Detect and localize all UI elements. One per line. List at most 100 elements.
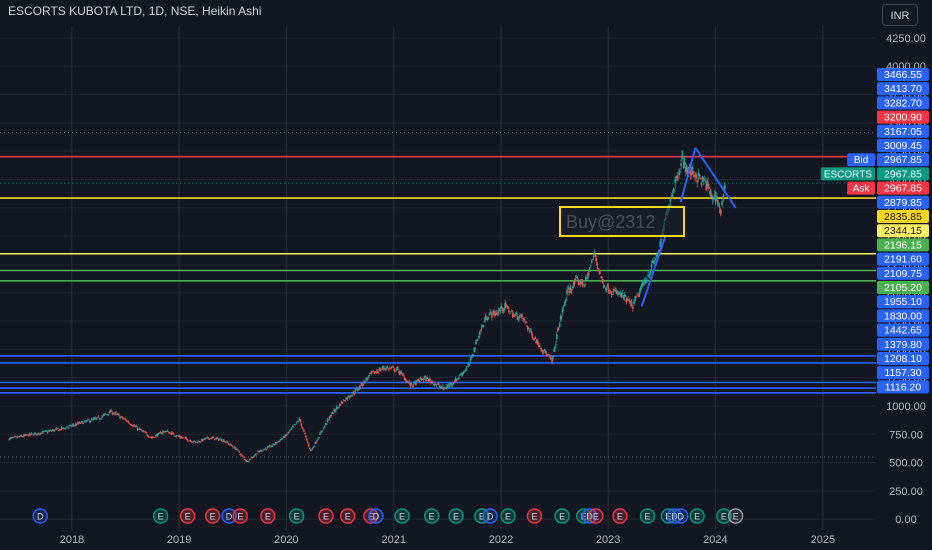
candle-body — [85, 421, 87, 423]
candle-body — [31, 433, 34, 435]
candle-body — [490, 312, 492, 313]
price-tags: 3466.55 3413.70 3282.70 3200.90 3167.05 3009.… — [820, 68, 929, 394]
candle-body — [396, 367, 398, 369]
candle-body — [652, 262, 655, 264]
event-letter: D — [37, 512, 44, 522]
candle-body — [223, 440, 225, 442]
candle-body — [569, 287, 571, 290]
candle-body — [137, 428, 140, 430]
candle-body — [407, 382, 410, 383]
candle-body — [194, 441, 196, 442]
candle-body — [238, 451, 241, 453]
candle-body — [657, 252, 660, 254]
candle-body — [722, 195, 725, 200]
candle-body — [612, 290, 614, 293]
candle-body — [509, 311, 512, 313]
candle-body — [432, 384, 435, 386]
candle-body — [706, 181, 708, 186]
candle-body — [381, 368, 383, 370]
candle-body — [252, 456, 255, 458]
candle-body — [570, 288, 572, 290]
candle-body — [184, 437, 187, 439]
candle-body — [311, 447, 314, 450]
candle-body — [356, 388, 358, 390]
candle-body — [488, 314, 491, 316]
candle-body — [86, 420, 88, 422]
candle-body — [367, 378, 369, 380]
candle-body — [318, 437, 321, 439]
candles — [8, 150, 726, 463]
candle-body — [239, 453, 242, 455]
currency-selector[interactable]: INR — [882, 4, 918, 26]
price-tag — [877, 295, 929, 309]
candle-body — [715, 196, 718, 200]
candle-body — [492, 310, 494, 315]
candle-body — [675, 175, 678, 178]
candle-body — [431, 381, 433, 383]
price-badge-label: ESCORTS — [824, 169, 872, 180]
candle-body — [485, 318, 488, 320]
price-axis-tick: 500.00 — [889, 458, 923, 470]
candle-body — [560, 316, 563, 318]
candle-body — [101, 416, 103, 418]
candle-body — [414, 381, 416, 383]
trendline — [694, 147, 737, 209]
candle-body — [423, 376, 426, 378]
candle-body — [649, 273, 651, 276]
candle-body — [113, 413, 116, 415]
earnings-icon — [423, 508, 440, 524]
candle-body — [526, 327, 529, 330]
candle-body — [595, 258, 598, 262]
candle-body — [464, 370, 467, 371]
candle-body — [166, 430, 169, 432]
candle-body — [681, 156, 683, 159]
candle-body — [160, 433, 163, 435]
trendline — [640, 235, 667, 307]
candle-body — [635, 296, 638, 298]
candle-body — [119, 416, 121, 419]
candle-body — [71, 425, 73, 427]
candle-body — [212, 437, 214, 439]
candle-body — [578, 282, 581, 284]
candle-body — [359, 387, 362, 388]
candle-body — [104, 413, 107, 415]
candle-body — [237, 449, 239, 451]
event-letter: D — [373, 512, 380, 522]
candle-body — [345, 397, 348, 400]
candle-body — [615, 290, 617, 292]
candle-body — [293, 424, 296, 425]
earnings-icon — [639, 508, 656, 524]
candle-body — [494, 313, 497, 314]
candle-body — [479, 331, 481, 335]
price-tag — [877, 210, 929, 223]
candle-body — [97, 416, 100, 418]
candle-body — [337, 406, 339, 408]
candle-body — [171, 432, 174, 434]
candle-body — [636, 292, 639, 295]
candle-body — [271, 446, 274, 447]
candle-body — [462, 372, 464, 375]
candle-body — [646, 279, 648, 281]
candle-body — [227, 443, 230, 445]
candle-body — [619, 293, 621, 295]
candle-body — [301, 426, 303, 428]
candle-body — [127, 421, 130, 423]
candle-body — [302, 428, 304, 430]
candle-body — [512, 315, 515, 317]
candle-body — [711, 194, 713, 197]
candle-body — [428, 378, 430, 381]
candle-body — [44, 430, 47, 432]
candle-body — [694, 174, 696, 177]
candle-body — [187, 440, 190, 442]
candle-body — [544, 350, 547, 353]
earnings-icon — [394, 508, 410, 524]
candle-body — [48, 430, 51, 432]
candle-body — [516, 315, 519, 320]
candle-body — [523, 320, 526, 322]
candle-body — [295, 421, 298, 423]
candle-body — [683, 158, 686, 165]
candle-body — [121, 417, 124, 419]
candle-body — [274, 442, 277, 444]
candle-body — [714, 196, 717, 201]
